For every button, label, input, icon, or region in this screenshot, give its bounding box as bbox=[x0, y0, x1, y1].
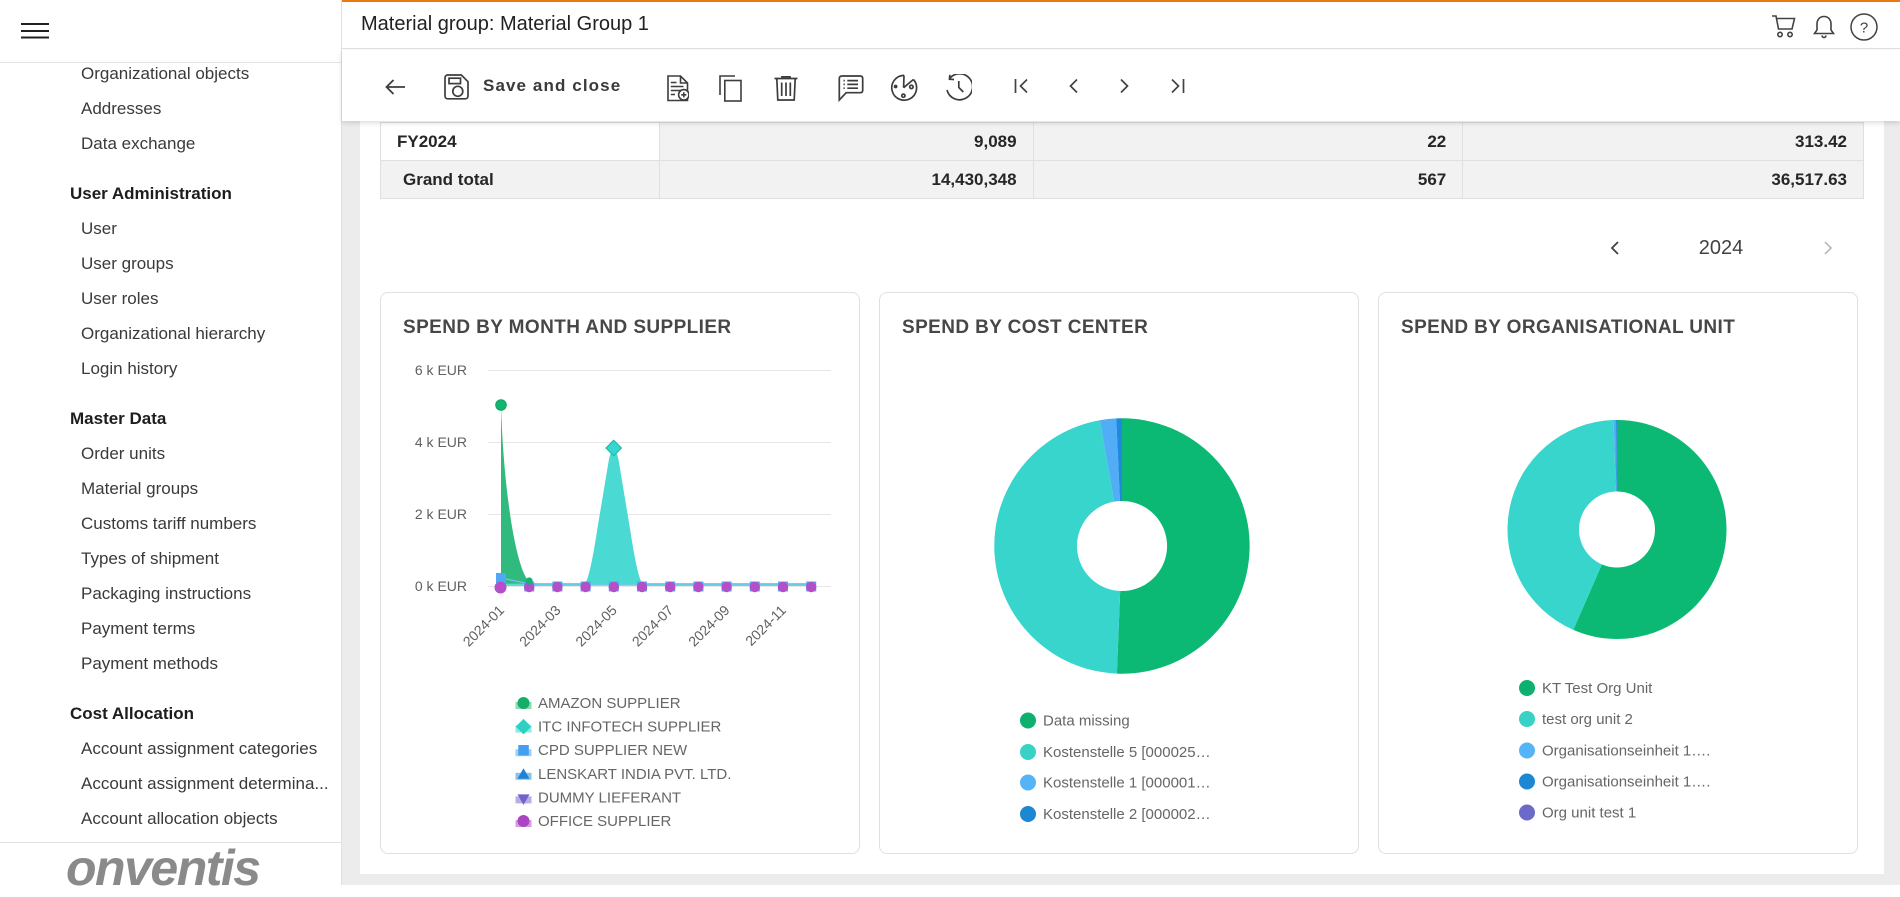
svg-text:DUMMY LIEFERANT: DUMMY LIEFERANT bbox=[538, 789, 681, 806]
svg-text:LENSKART INDIA PVT. LTD.: LENSKART INDIA PVT. LTD. bbox=[538, 766, 731, 783]
svg-text:?: ? bbox=[1860, 20, 1868, 37]
svg-text:Kostenstelle 5 [000025…: Kostenstelle 5 [000025… bbox=[1043, 744, 1211, 761]
svg-text:Kostenstelle 2 [000002…: Kostenstelle 2 [000002… bbox=[1043, 806, 1211, 823]
svg-text:CPD SUPPLIER NEW: CPD SUPPLIER NEW bbox=[538, 742, 688, 759]
svg-text:2024-05: 2024-05 bbox=[572, 602, 620, 650]
svg-text:test org unit 2: test org unit 2 bbox=[1542, 711, 1633, 728]
svg-text:ITC INFOTECH SUPPLIER: ITC INFOTECH SUPPLIER bbox=[538, 719, 722, 736]
svg-text:Org unit test 1: Org unit test 1 bbox=[1542, 805, 1636, 822]
svg-text:2024-09: 2024-09 bbox=[685, 602, 733, 650]
svg-text:Kostenstelle 1 [000001…: Kostenstelle 1 [000001… bbox=[1043, 775, 1211, 792]
svg-text:4 k EUR: 4 k EUR bbox=[415, 434, 467, 450]
svg-text:OFFICE SUPPLIER: OFFICE SUPPLIER bbox=[538, 813, 672, 830]
svg-text:2024-03: 2024-03 bbox=[516, 602, 564, 650]
svg-text:KT Test Org Unit: KT Test Org Unit bbox=[1542, 680, 1653, 697]
svg-text:AMAZON SUPPLIER: AMAZON SUPPLIER bbox=[538, 695, 681, 712]
svg-text:0 k EUR: 0 k EUR bbox=[415, 578, 467, 594]
svg-text:2024-11: 2024-11 bbox=[742, 602, 789, 649]
svg-text:6 k EUR: 6 k EUR bbox=[415, 362, 467, 378]
svg-text:Organisationseinheit 1….: Organisationseinheit 1…. bbox=[1542, 743, 1710, 760]
svg-text:Data missing: Data missing bbox=[1043, 713, 1130, 730]
svg-text:2024-07: 2024-07 bbox=[629, 602, 677, 650]
svg-text:Organisationseinheit 1….: Organisationseinheit 1…. bbox=[1542, 774, 1710, 791]
svg-text:2024-01: 2024-01 bbox=[460, 602, 508, 650]
svg-text:2 k EUR: 2 k EUR bbox=[415, 506, 467, 522]
